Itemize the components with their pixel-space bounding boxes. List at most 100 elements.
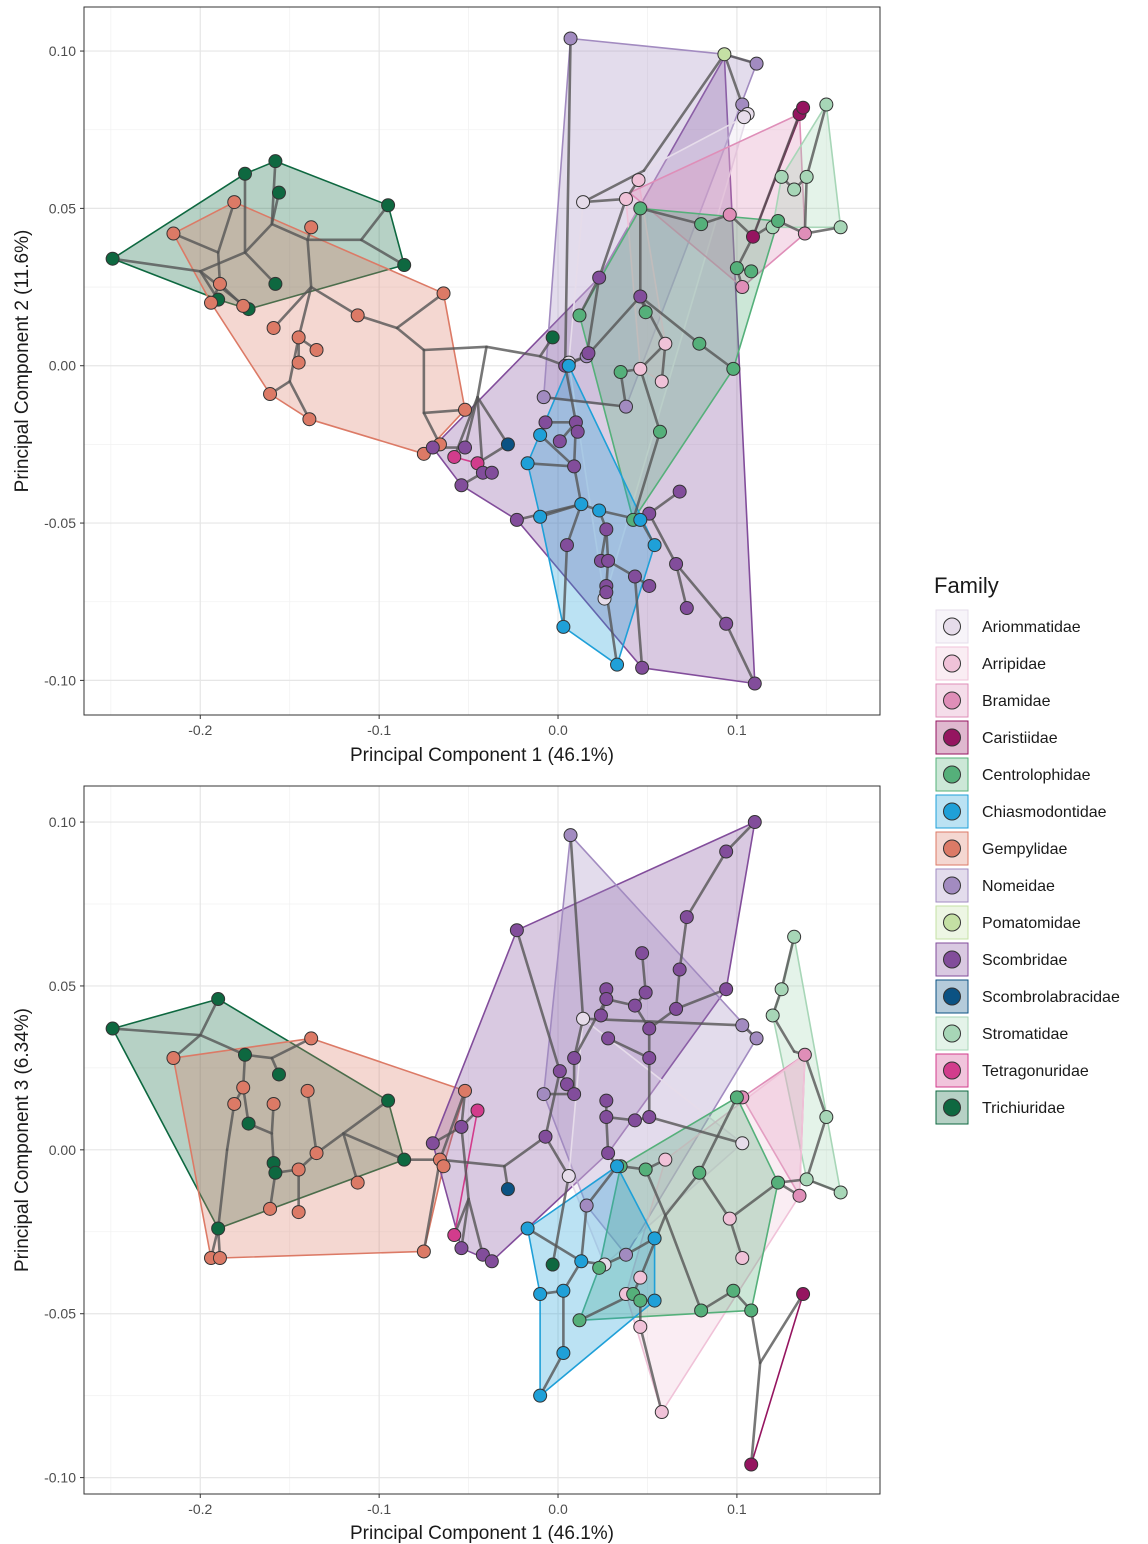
point-gempylidae [227, 195, 242, 210]
point-chiasmodontidae [633, 512, 648, 527]
phylogeny-edge [297, 285, 313, 339]
phylogeny-edge [639, 207, 703, 226]
phylogeny-edge [639, 367, 662, 434]
point-chiasmodontidae [533, 1388, 548, 1403]
point-gempylidae [212, 276, 227, 291]
point-stromatidae [799, 169, 814, 184]
point-nomeidae [735, 1018, 750, 1033]
legend-label: Nomeidae [982, 878, 1055, 895]
point-bramidae [797, 226, 812, 241]
point-scombridae [635, 946, 650, 961]
phylogeny-edge [639, 1325, 664, 1414]
phylogeny-edge [664, 1171, 701, 1217]
point-scombridae [509, 512, 524, 527]
point-scombridae [669, 556, 684, 571]
phylogeny-edge [563, 364, 578, 424]
phylogeny-edge [395, 292, 445, 330]
point-centrolophidae [694, 217, 709, 232]
point-gempylidae [266, 320, 281, 335]
point-scombridae [747, 815, 762, 830]
point-scombridae [642, 578, 657, 593]
point-scombridae [567, 459, 582, 474]
phylogeny-edge [597, 197, 628, 279]
point-gempylidae [263, 1201, 278, 1216]
phylogeny-edge [359, 238, 406, 267]
phylogeny-edge [805, 1115, 828, 1181]
point-gempylidae [263, 387, 278, 402]
point-caristiidae [745, 229, 760, 244]
panel-background [84, 7, 880, 715]
phylogeny-edge [544, 1135, 571, 1178]
x-tick-label: -0.2 [188, 1501, 212, 1517]
point-scombridae [601, 1146, 616, 1161]
point-gempylidae [350, 1175, 365, 1190]
x-axis-title: Principal Component 1 (46.1%) [350, 1523, 614, 1544]
y-tick-label: -0.05 [44, 1306, 76, 1322]
legend-swatch [943, 987, 961, 1006]
point-gempylidae [166, 1051, 181, 1066]
point-trichiuridae [271, 1067, 286, 1082]
point-arripidae [633, 1319, 648, 1334]
point-scombrolabracidae [500, 1182, 515, 1197]
phylogeny-edge [216, 1148, 229, 1230]
point-centrolophidae [633, 1293, 648, 1308]
point-gempylidae [436, 1159, 451, 1174]
legend-label: Scombridae [982, 952, 1067, 969]
point-scombridae [592, 270, 607, 285]
point-arripidae [633, 1270, 648, 1285]
point-nomeidae [563, 828, 578, 843]
point-arripidae [631, 173, 646, 188]
point-nomeidae [536, 1087, 551, 1102]
point-scombridae [454, 1241, 469, 1256]
point-gempylidae [458, 1083, 473, 1098]
x-tick-label: -0.1 [367, 1501, 391, 1517]
point-scombridae [672, 962, 687, 977]
point-pomatomidae [717, 47, 732, 62]
phylogeny-edge [803, 175, 808, 235]
point-scombridae [627, 569, 642, 584]
point-chiasmodontidae [647, 538, 662, 553]
point-gempylidae [291, 355, 306, 370]
point-centrolophidae [652, 424, 667, 439]
phylogeny-edge [805, 103, 828, 179]
phylogeny-edge [198, 1033, 247, 1057]
phylogeny-edge [526, 461, 576, 468]
y-tick-label: 0.05 [49, 978, 76, 994]
point-bramidae [797, 1047, 812, 1062]
legend-label: Chiasmodontidae [982, 804, 1107, 821]
point-centrolophidae [638, 1162, 653, 1177]
phylogeny-edge [644, 1168, 667, 1217]
point-chiasmodontidae [592, 503, 607, 518]
point-arripidae [658, 1152, 673, 1167]
phylogeny-edge [749, 1309, 762, 1365]
point-gempylidae [236, 298, 251, 313]
y-tick-label: -0.10 [44, 1470, 76, 1486]
phylogeny-edge [639, 295, 701, 345]
point-scombridae [669, 1001, 684, 1016]
point-nomeidae [749, 56, 764, 71]
x-tick-label: 0.0 [548, 722, 568, 738]
point-scombridae [642, 1110, 657, 1125]
phylogeny-edge [515, 502, 583, 522]
point-trichiuridae [397, 1152, 412, 1167]
point-centrolophidae [638, 305, 653, 320]
phylogeny-edge [515, 928, 562, 1073]
point-trichiuridae [268, 1165, 283, 1180]
y-tick-label: 0.10 [49, 43, 76, 59]
point-bramidae [735, 280, 750, 295]
point-trichiuridae [381, 198, 396, 213]
point-scombridae [633, 289, 648, 304]
point-scombridae [581, 346, 596, 361]
phylogeny-edge [438, 1158, 506, 1168]
point-ariommatidae [735, 1136, 750, 1151]
point-centrolophidae [692, 336, 707, 351]
point-scombridae [484, 1254, 499, 1269]
phylogeny-edge [342, 1132, 359, 1184]
point-nomeidae [749, 1031, 764, 1046]
legend-label: Ariommatidae [982, 619, 1081, 636]
phylogeny-edge [698, 342, 735, 371]
point-stromatidae [787, 929, 802, 944]
legend-swatch [943, 617, 961, 636]
point-trichiuridae [237, 1047, 252, 1062]
point-trichiuridae [105, 1021, 120, 1036]
